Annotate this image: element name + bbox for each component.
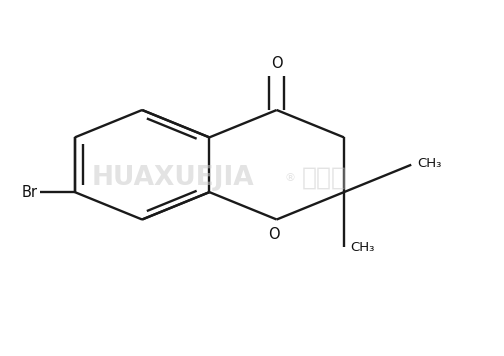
Text: O: O	[271, 56, 282, 71]
Text: O: O	[268, 227, 280, 242]
Text: 化学加: 化学加	[302, 166, 347, 190]
Text: CH₃: CH₃	[417, 157, 442, 170]
Text: HUAXUEJIA: HUAXUEJIA	[92, 165, 254, 191]
Text: Br: Br	[21, 185, 37, 200]
Text: CH₃: CH₃	[350, 241, 374, 254]
Text: ®: ®	[285, 173, 295, 183]
